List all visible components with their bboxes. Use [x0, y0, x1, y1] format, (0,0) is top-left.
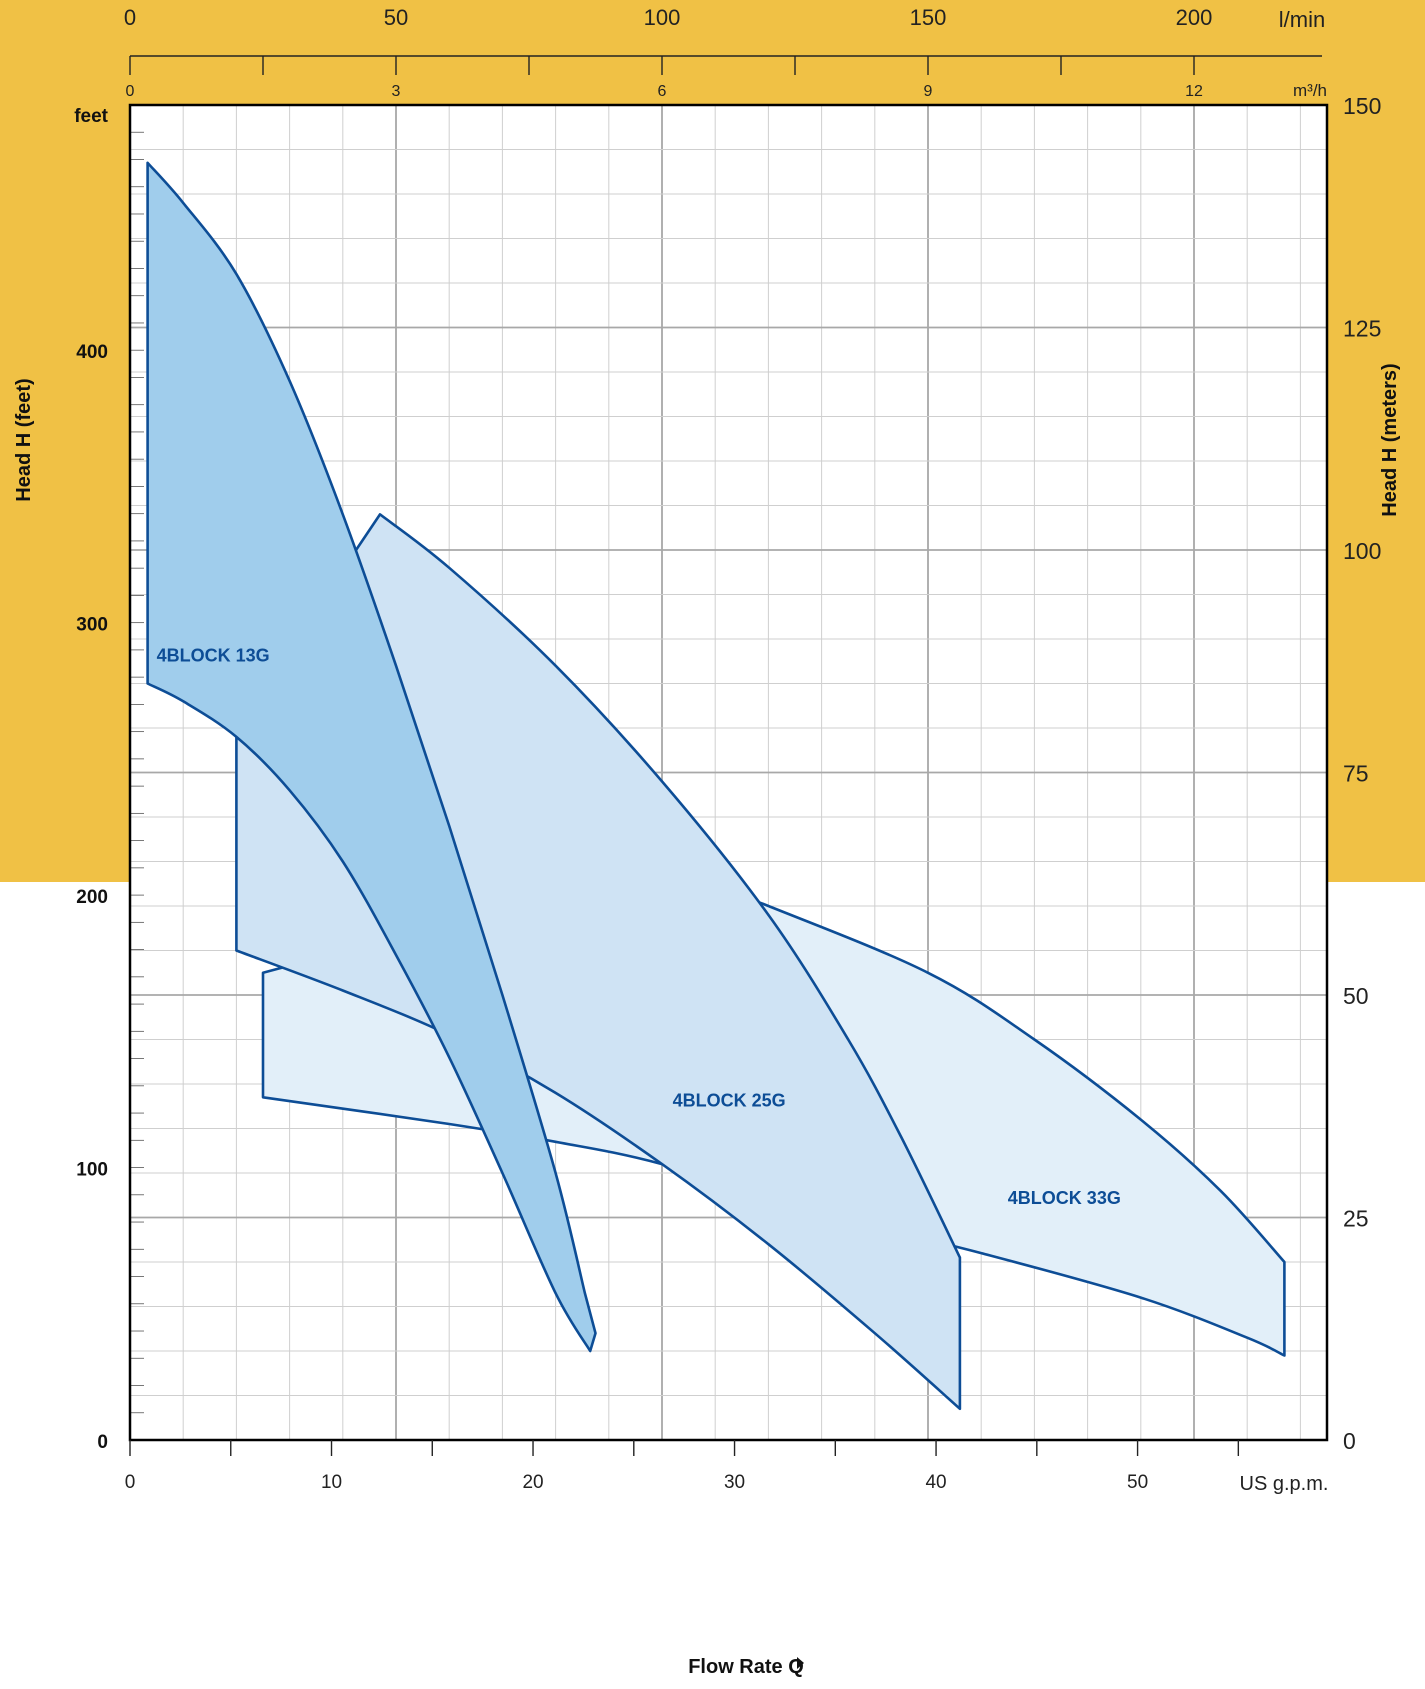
bottom-gpm-unit: US g.p.m. [1240, 1473, 1329, 1495]
right-meters-tick-label: 50 [1343, 983, 1369, 1009]
right-meters-tick-label: 150 [1343, 93, 1381, 119]
curve-labels: 4BLOCK 13G 4BLOCK 25G 4BLOCK 33G [157, 645, 1121, 1208]
area-4block-13g [146, 161, 597, 1353]
x-axis-title-prefix: Flow Rate [688, 1656, 788, 1678]
top-lmin-tick-label: 100 [644, 5, 681, 30]
bottom-gpm-tick-label: 0 [125, 1472, 136, 1493]
top-m3h-tick-label: 12 [1185, 83, 1203, 100]
bottom-gpm-tick-label: 50 [1127, 1472, 1148, 1493]
curve-label-4block-33g: 4BLOCK 33G [1008, 1188, 1121, 1208]
top-lmin-tick-label: 50 [384, 5, 408, 30]
right-meters-tick-label: 0 [1343, 1428, 1356, 1454]
top-m3h-tick-label: 0 [126, 83, 135, 100]
left-axis-title: Head H (feet) [13, 378, 35, 501]
curve-label-4block-25g: 4BLOCK 25G [673, 1090, 786, 1110]
bottom-gpm-tick-label: 40 [925, 1472, 946, 1493]
left-axis-title-suffix: (feet) [13, 378, 35, 432]
right-axis-title: Head H (meters) [1379, 363, 1401, 516]
top-m3h-tick-label: 6 [658, 83, 667, 100]
bottom-gpm-tick-label: 20 [522, 1472, 543, 1493]
right-axis-title-suffix: (meters) [1379, 363, 1401, 447]
right-axis-title-prefix: Head [1379, 462, 1401, 516]
bottom-gpm-tick-label: 10 [321, 1472, 342, 1493]
top-m3h-unit: m³/h [1293, 81, 1327, 100]
right-meters-tick-label: 75 [1343, 761, 1369, 787]
right-meters-tick-label: 100 [1343, 538, 1381, 564]
left-feet-tick-label: 400 [76, 342, 108, 363]
bottom-gpm-tick-label: 30 [724, 1472, 745, 1493]
left-feet-tick-label: 100 [76, 1160, 108, 1181]
left-feet-unit: feet [74, 106, 108, 127]
left-axis-title-symbol: H [13, 433, 35, 447]
top-m3h-tick-label: 9 [924, 83, 933, 100]
left-feet-tick-label: 300 [76, 615, 108, 636]
x-axis-title-symbol: Q [788, 1656, 804, 1678]
left-feet-tick-label: 0 [97, 1432, 108, 1453]
left-feet-tick-label: 200 [76, 887, 108, 908]
performance-areas [146, 161, 1286, 1411]
x-axis-title: Flow Rate Q [688, 1656, 804, 1678]
top-lmin-tick-label: 150 [910, 5, 947, 30]
arrow-right-icon [797, 1657, 804, 1669]
plot-frame [128, 103, 1329, 1442]
top-m3h-tick-label: 3 [392, 83, 401, 100]
curve-label-4block-13g: 4BLOCK 13G [157, 645, 270, 665]
top-lmin-tick-label: 0 [124, 5, 136, 30]
top-lmin-unit: l/min [1279, 7, 1325, 32]
right-meters-tick-label: 25 [1343, 1206, 1369, 1232]
left-axis-title-prefix: Head [13, 447, 35, 501]
top-lmin-tick-label: 200 [1176, 5, 1213, 30]
right-axis-title-symbol: H [1379, 448, 1401, 462]
right-meters-tick-label: 125 [1343, 316, 1381, 342]
